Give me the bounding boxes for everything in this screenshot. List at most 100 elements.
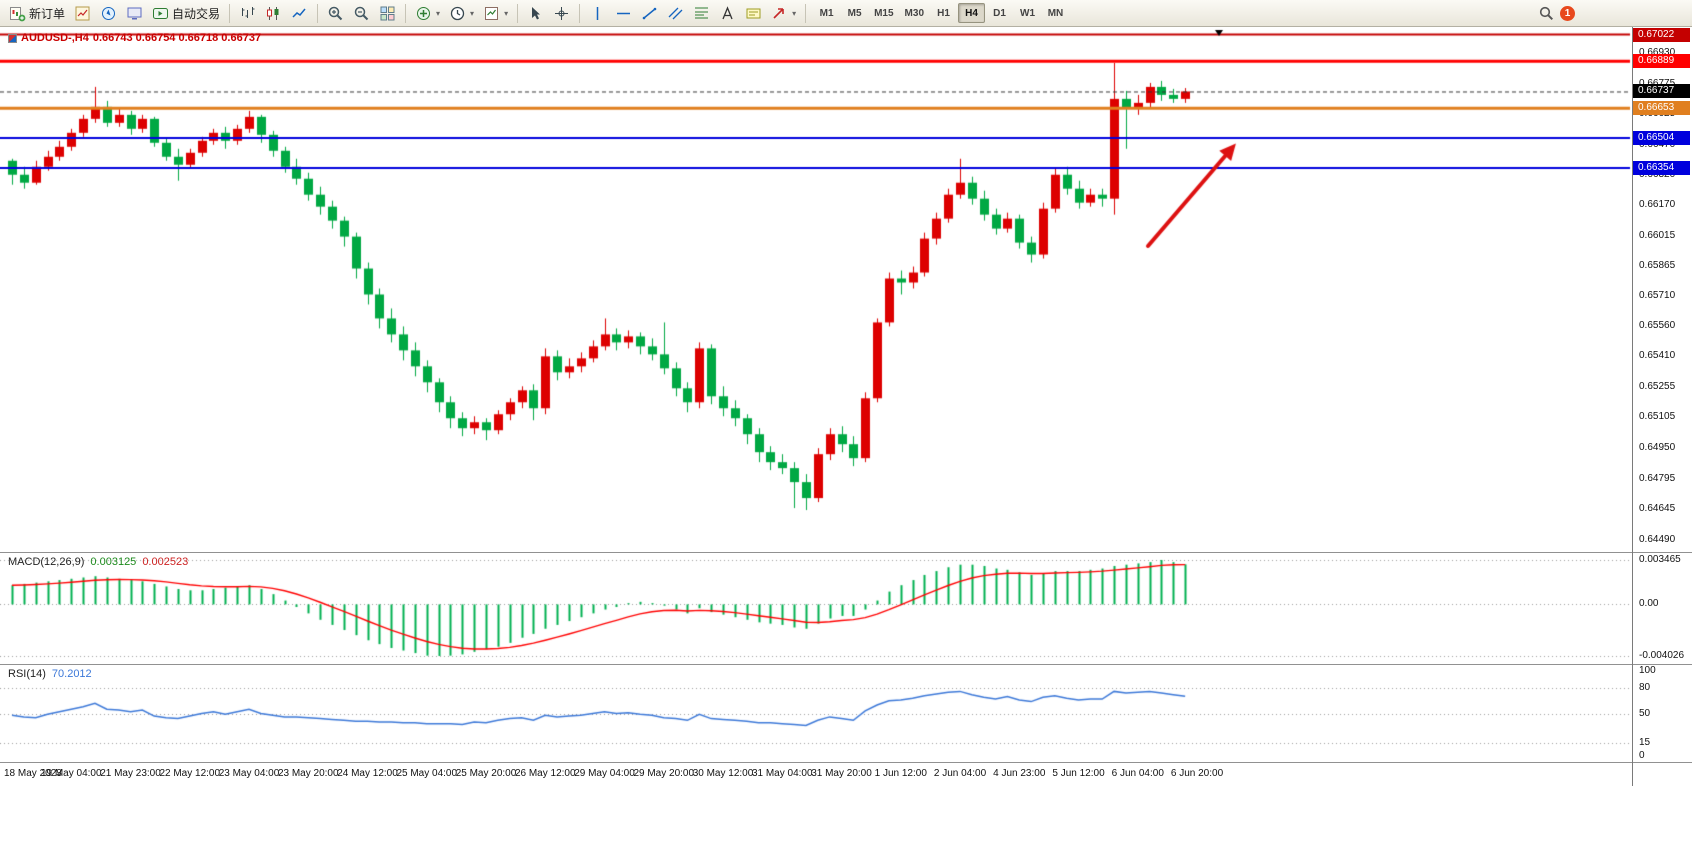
time-axis-label: 31 May 20:00 xyxy=(811,768,872,779)
price-level-tag: 0.66653 xyxy=(1633,101,1690,116)
macd-axis-label: 0.003465 xyxy=(1639,554,1681,565)
toolbar-separator xyxy=(405,3,407,23)
time-axis-label: 2 Jun 04:00 xyxy=(933,768,987,779)
navigator-button[interactable] xyxy=(96,2,121,25)
chart-symbol-info: AUDUSD-,H4 0.66743 0.66754 0.66718 0.667… xyxy=(8,32,261,44)
price-level-tag: 0.66504 xyxy=(1633,130,1690,145)
arrows-button[interactable] xyxy=(767,2,800,25)
indicators-button[interactable] xyxy=(411,2,444,25)
macd-axis-label: -0.004026 xyxy=(1639,650,1685,661)
periods-button[interactable] xyxy=(445,2,478,25)
time-axis-label: 6 Jun 04:00 xyxy=(1111,768,1164,779)
rsi-axis-label: 15 xyxy=(1639,737,1651,749)
market-watch-icon xyxy=(74,5,91,22)
text-label-button[interactable] xyxy=(741,2,766,25)
new-order-button[interactable]: 新订单 xyxy=(5,2,69,25)
auto-trading-icon xyxy=(152,5,169,22)
time-axis-label: 23 May 04:00 xyxy=(218,768,280,779)
zoom-out-icon xyxy=(353,5,370,22)
timeframe-h1-button[interactable]: H1 xyxy=(930,3,957,23)
text-button[interactable] xyxy=(715,2,740,25)
time-axis-label: 24 May 12:00 xyxy=(337,768,398,779)
timeframe-m1-button[interactable]: M1 xyxy=(813,3,840,23)
time-axis-label: 23 May 20:00 xyxy=(277,768,339,779)
search-button[interactable] xyxy=(1534,2,1559,25)
time-axis-label: 4 Jun 23:00 xyxy=(993,768,1046,779)
timeframe-m5-button[interactable]: M5 xyxy=(841,3,868,23)
price-axis-label: 0.64950 xyxy=(1639,442,1676,454)
horizontal-line-button[interactable] xyxy=(611,2,636,25)
price-level-tag: 0.66889 xyxy=(1633,54,1690,69)
rsi-axis-label: 50 xyxy=(1639,707,1651,719)
indicators-icon xyxy=(415,5,432,22)
text-label-icon xyxy=(745,5,762,22)
macd-canvas[interactable] xyxy=(0,553,1692,664)
arrow-tool-icon xyxy=(771,5,788,22)
price-axis-label: 0.66015 xyxy=(1639,229,1676,241)
rsi-axis-label: 100 xyxy=(1639,665,1656,676)
templates-button[interactable] xyxy=(479,2,512,25)
current-price-tag: 0.66737 xyxy=(1633,84,1690,99)
cursor-button[interactable] xyxy=(523,2,548,25)
price-chart-panel: AUDUSD-,H4 0.66743 0.66754 0.66718 0.667… xyxy=(0,27,1692,552)
zoom-in-button[interactable] xyxy=(323,2,348,25)
horizontal-line-icon xyxy=(615,5,632,22)
macd-label: MACD(12,26,9) 0.003125 0.002523 xyxy=(8,556,188,568)
price-axis-label: 0.65410 xyxy=(1639,350,1676,362)
rsi-panel: RSI(14) 70.2012 100 80 50 15 0 xyxy=(0,664,1692,762)
auto-trading-button[interactable]: 自动交易 xyxy=(148,2,224,25)
price-chart-canvas[interactable] xyxy=(0,27,1692,552)
notification-badge[interactable]: 1 xyxy=(1560,5,1575,21)
price-axis-label: 0.65710 xyxy=(1639,290,1676,302)
toolbar: 新订单 自动交易 xyxy=(0,0,1692,27)
time-axis-label: 25 May 20:00 xyxy=(455,768,517,779)
toolbar-separator xyxy=(317,3,319,23)
price-axis-border xyxy=(1632,27,1633,786)
rsi-axis-label: 0 xyxy=(1639,750,1645,761)
terminal-button[interactable] xyxy=(122,2,147,25)
price-axis-label: 0.65560 xyxy=(1639,320,1676,332)
chart-line-button[interactable] xyxy=(287,2,312,25)
new-order-label: 新订单 xyxy=(29,6,66,21)
chart-ohlc-values: 0.66743 0.66754 0.66718 0.66737 xyxy=(92,32,262,44)
timeframe-d1-button[interactable]: D1 xyxy=(986,3,1013,23)
zoom-out-button[interactable] xyxy=(349,2,374,25)
timeframe-h4-button[interactable]: H4 xyxy=(958,3,985,23)
price-axis-label: 0.65105 xyxy=(1639,411,1676,423)
timeframe-w1-button[interactable]: W1 xyxy=(1014,3,1041,23)
price-axis-label: 0.66775 xyxy=(1639,77,1676,89)
market-watch-button[interactable] xyxy=(70,2,95,25)
search-icon xyxy=(1538,5,1555,22)
rsi-axis: 100 80 50 15 0 xyxy=(1632,665,1692,762)
timeframe-m15-button[interactable]: M15 xyxy=(869,3,898,23)
fibonacci-button[interactable] xyxy=(689,2,714,25)
chart-candles-button[interactable] xyxy=(261,2,286,25)
time-axis[interactable]: 18 May 2023 19 May 04:00 21 May 23:00 22 Ma… xyxy=(0,762,1692,786)
bar-chart-icon xyxy=(239,5,256,22)
time-axis-label: 5 Jun 12:00 xyxy=(1052,768,1105,779)
vertical-line-button[interactable] xyxy=(585,2,610,25)
zoom-in-icon xyxy=(327,5,344,22)
toolbar-separator xyxy=(579,3,581,23)
new-order-icon xyxy=(9,5,26,22)
trendline-button[interactable] xyxy=(637,2,662,25)
fibonacci-icon xyxy=(693,5,710,22)
timeframe-group: M1 M5 M15 M30 H1 H4 D1 W1 MN xyxy=(813,3,1069,23)
macd-main-value: 0.003125 xyxy=(90,556,137,568)
price-axis[interactable]: 0.669300.667750.666250.664700.663200.661… xyxy=(1632,27,1692,552)
price-level-tag: 0.66354 xyxy=(1633,160,1690,175)
time-axis-label: 25 May 04:00 xyxy=(396,768,458,779)
timeframe-m30-button[interactable]: M30 xyxy=(900,3,929,23)
channel-button[interactable] xyxy=(663,2,688,25)
rsi-canvas[interactable] xyxy=(0,665,1692,762)
crosshair-button[interactable] xyxy=(549,2,574,25)
chart-title: AUDUSD-,H4 xyxy=(21,32,89,44)
vertical-line-icon xyxy=(589,5,606,22)
tile-windows-button[interactable] xyxy=(375,2,400,25)
chart-bars-button[interactable] xyxy=(235,2,260,25)
time-axis-label: 6 Jun 20:00 xyxy=(1170,768,1224,779)
timeframe-mn-button[interactable]: MN xyxy=(1042,3,1069,23)
trendline-icon xyxy=(641,5,658,22)
tile-windows-icon xyxy=(379,5,396,22)
terminal-icon xyxy=(126,5,143,22)
